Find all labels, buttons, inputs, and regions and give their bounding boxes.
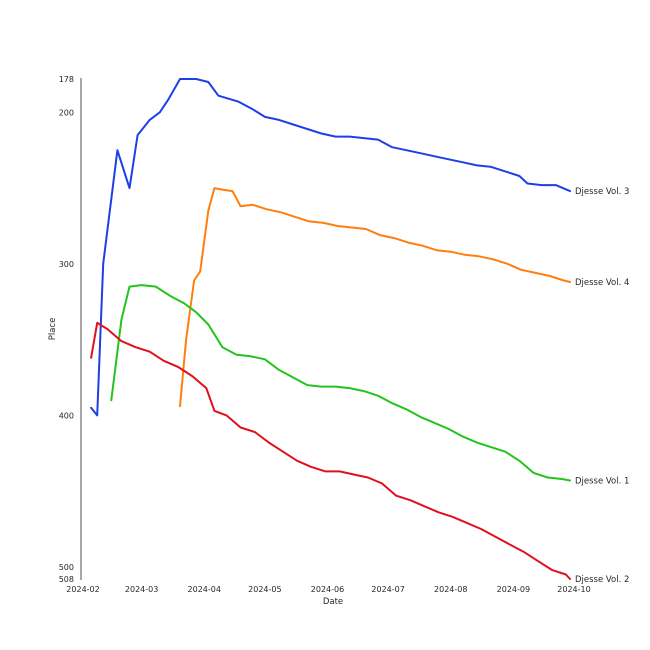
series-line [90,78,571,417]
x-tick-label: 2024-05 [248,585,281,594]
y-tick-label: 178 [59,75,74,84]
x-tick-label: 2024-06 [311,585,344,594]
series-line [179,187,571,408]
series-line [110,284,571,482]
y-axis-title: Place [48,318,58,341]
x-tick-label: 2024-10 [557,585,590,594]
y-tick-label: 400 [59,411,74,420]
y-tick-labels: 178 200 300 400 500 508 [59,75,74,584]
y-tick-label: 300 [59,260,74,269]
series-lines [90,78,571,580]
y-tick-label: 200 [59,108,74,117]
x-tick-label: 2024-08 [434,585,467,594]
x-tick-label: 2024-03 [125,585,158,594]
x-axis-title: Date [323,597,343,607]
series-line [90,321,571,580]
x-tick-labels: 2024-02 2024-03 2024-04 2024-05 2024-06 2024-… [66,585,590,594]
series-label: Djesse Vol. 3 [575,187,629,197]
x-tick-label: 2024-04 [188,585,221,594]
y-tick-label: 508 [59,575,74,584]
y-tick-label: 500 [59,563,74,572]
x-tick-label: 2024-09 [497,585,530,594]
x-tick-label: 2024-02 [66,585,99,594]
x-tick-label: 2024-07 [371,585,404,594]
series-label: Djesse Vol. 2 [575,575,629,585]
series-labels: Djesse Vol. 3 Djesse Vol. 4 Djesse Vol. 1 D… [575,187,629,585]
series-label: Djesse Vol. 4 [575,278,629,288]
series-label: Djesse Vol. 1 [575,477,629,487]
